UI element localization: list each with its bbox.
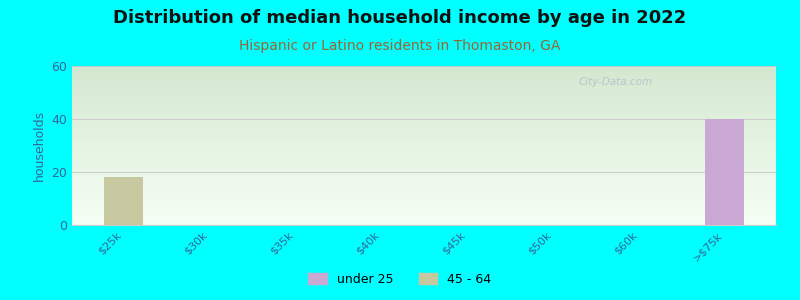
Text: Hispanic or Latino residents in Thomaston, GA: Hispanic or Latino residents in Thomasto… <box>239 39 561 53</box>
Y-axis label: households: households <box>33 110 46 181</box>
Bar <box>104 177 143 225</box>
Legend: under 25, 45 - 64: under 25, 45 - 64 <box>303 268 497 291</box>
Bar <box>705 119 744 225</box>
Text: City-Data.com: City-Data.com <box>579 77 653 87</box>
Text: Distribution of median household income by age in 2022: Distribution of median household income … <box>114 9 686 27</box>
